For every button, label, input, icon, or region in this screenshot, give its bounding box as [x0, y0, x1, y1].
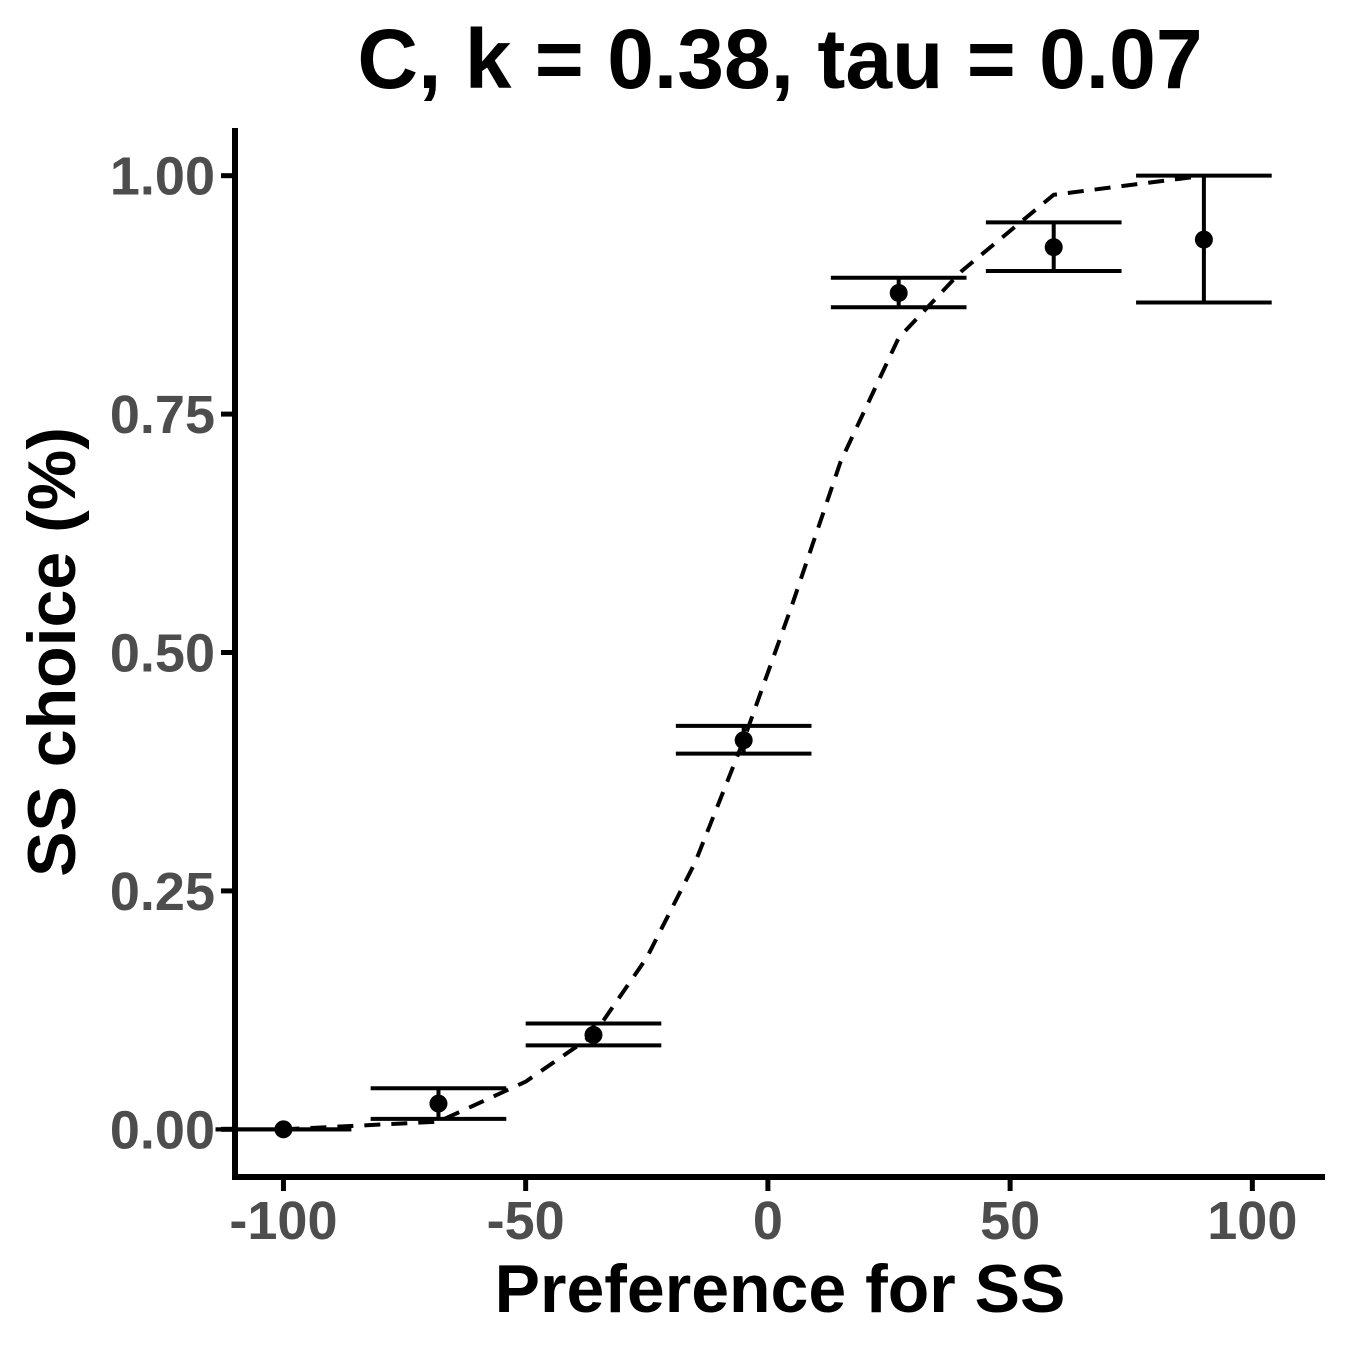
data-point	[734, 731, 753, 750]
y-tick-label: 0.25	[110, 862, 215, 922]
data-point-group	[215, 1120, 352, 1139]
fit-line	[283, 173, 1205, 1132]
x-axis-title: Preference for SS	[495, 1251, 1066, 1327]
data-point-group	[370, 1086, 507, 1121]
y-tick-label: 1.00	[110, 147, 215, 207]
x-tick-label: 0	[753, 1191, 783, 1251]
data-point-group	[525, 1021, 662, 1048]
axes: -100 -50 0 50 100 0.00 0.25 0.50 0.75 1.00	[110, 128, 1325, 1251]
x-tick-label: -100	[229, 1191, 337, 1251]
x-tick-label: 100	[1207, 1191, 1297, 1251]
x-tick-label: 50	[980, 1191, 1040, 1251]
x-tick-label: -50	[487, 1191, 565, 1251]
fit-line-group	[283, 173, 1205, 1132]
data-point-group	[830, 275, 967, 310]
data-point	[889, 283, 908, 302]
data-points-group	[215, 173, 1272, 1139]
data-point	[584, 1025, 603, 1044]
data-point-group	[675, 723, 812, 756]
y-tick-label: 0.00	[110, 1100, 215, 1160]
data-point	[1194, 230, 1213, 249]
data-point	[1044, 238, 1063, 257]
y-tick-label: 0.50	[110, 624, 215, 684]
chart-title: C, k = 0.38, tau = 0.07	[357, 12, 1202, 106]
y-axis-title: SS choice (%)	[14, 427, 90, 877]
data-point-group	[1136, 173, 1272, 305]
y-tick-label: 0.75	[110, 385, 215, 445]
data-point	[429, 1094, 448, 1113]
data-point-group	[985, 220, 1122, 274]
data-point	[274, 1120, 293, 1139]
